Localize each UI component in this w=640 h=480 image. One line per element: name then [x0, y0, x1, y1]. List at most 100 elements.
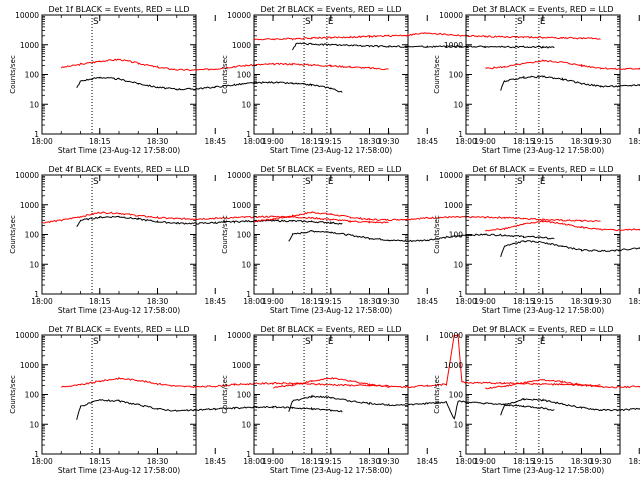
x-axis-label: Start Time (23-Aug-12 17:58:00): [270, 306, 392, 315]
y-tick-label: 1: [246, 130, 251, 139]
x-tick-label: 19:00: [474, 457, 496, 466]
axes-frame: [465, 334, 621, 455]
panel-title: Det 9f BLACK = Events, RED = LLD: [472, 325, 613, 334]
panel-title: Det 2f BLACK = Events, RED = LLD: [260, 5, 401, 14]
panel-det-1: Det 1f BLACK = Events, RED = LLD 1 10 100 10…: [9, 5, 400, 155]
marker-label: E: [540, 337, 546, 347]
y-tick-label: 100: [25, 71, 40, 80]
y-tick-label: 1000: [20, 201, 39, 210]
x-tick-label: 18:30: [571, 457, 593, 466]
x-axis-label: Start Time (23-Aug-12 17:58:00): [482, 146, 604, 155]
panel-det-9: Det 9f BLACK = Events, RED = LLD 1 10 100 10…: [433, 325, 640, 475]
y-tick-label: 1: [34, 450, 39, 459]
y-tick-label: 10: [453, 100, 463, 109]
x-tick-label: 19:30: [590, 137, 612, 146]
panel-det-6: Det 6f BLACK = Events, RED = LLD 1 10 100 10…: [433, 165, 640, 315]
x-axis-label: Start Time (23-Aug-12 17:58:00): [58, 146, 180, 155]
series-line-events: [292, 42, 555, 51]
y-tick-label: 1000: [444, 41, 463, 50]
y-tick-label: 1: [34, 130, 39, 139]
panel-title: Det 4f BLACK = Events, RED = LLD: [48, 165, 189, 174]
y-tick-label: 100: [449, 71, 464, 80]
x-tick-label: 19:30: [378, 457, 400, 466]
x-tick-label: 18:30: [359, 297, 381, 306]
x-tick-label: 18:00: [243, 297, 265, 306]
panel-title: Det 8f BLACK = Events, RED = LLD: [260, 325, 401, 334]
marker-label: S: [305, 177, 311, 187]
y-tick-label: 1000: [444, 201, 463, 210]
y-axis-label: Counts/sec: [433, 215, 441, 254]
x-tick-label: 18:30: [147, 457, 169, 466]
x-tick-label: 18:30: [359, 457, 381, 466]
series-line-lld: [61, 376, 389, 389]
marker-label: S: [93, 17, 99, 27]
series-line-events: [76, 398, 343, 420]
y-tick-label: 1: [458, 290, 463, 299]
y-tick-label: 1: [246, 450, 251, 459]
y-tick-label: 10: [29, 260, 39, 269]
y-tick-label: 10: [453, 260, 463, 269]
panel-det-4: Det 4f BLACK = Events, RED = LLD 1 10 100 10…: [9, 165, 400, 315]
series-line-lld: [253, 211, 601, 223]
x-tick-label: 18:15: [89, 457, 111, 466]
x-tick-label: 19:30: [378, 137, 400, 146]
y-tick-label: 1: [458, 450, 463, 459]
panel-title: Det 3f BLACK = Events, RED = LLD: [472, 5, 613, 14]
axes-frame: [41, 334, 197, 455]
y-tick-label: 10000: [227, 171, 251, 180]
axes-frame: [253, 174, 409, 295]
marker-label: E: [328, 17, 334, 27]
y-tick-label: 1000: [232, 201, 251, 210]
marker-label: E: [328, 337, 334, 347]
series-line-events: [76, 215, 343, 227]
marker-label: S: [517, 337, 523, 347]
y-tick-label: 10: [453, 420, 463, 429]
panel-title: Det 1f BLACK = Events, RED = LLD: [48, 5, 189, 14]
x-tick-label: 19:15: [320, 297, 342, 306]
y-tick-label: 1: [246, 290, 251, 299]
y-tick-label: 100: [237, 231, 252, 240]
x-tick-label: 18:45: [416, 297, 438, 306]
panel-det-2: Det 2f BLACK = Events, RED = LLD 1 10 100 10…: [221, 5, 612, 155]
series-line-lld: [484, 220, 640, 232]
y-tick-label: 100: [237, 71, 252, 80]
y-axis-label: Counts/sec: [9, 375, 17, 414]
y-tick-label: 100: [25, 231, 40, 240]
axes-frame: [465, 174, 621, 295]
y-tick-label: 1000: [444, 361, 463, 370]
y-tick-label: 10: [241, 420, 251, 429]
x-tick-label: 19:00: [262, 137, 284, 146]
panel-title: Det 6f BLACK = Events, RED = LLD: [472, 165, 613, 174]
y-tick-label: 10000: [15, 331, 39, 340]
panel-det-7: Det 7f BLACK = Events, RED = LLD 1 10 100 10…: [9, 325, 400, 475]
x-tick-label: 18:15: [513, 457, 535, 466]
x-tick-label: 18:30: [571, 297, 593, 306]
x-tick-label: 18:30: [359, 137, 381, 146]
axes-frame: [41, 174, 197, 295]
x-tick-label: 18:00: [455, 297, 477, 306]
y-tick-label: 100: [449, 231, 464, 240]
marker-label: S: [93, 177, 99, 187]
marker-label: S: [305, 337, 311, 347]
panel-det-3: Det 3f BLACK = Events, RED = LLD 1 10 100 10…: [433, 5, 640, 155]
y-tick-label: 1: [458, 130, 463, 139]
x-tick-label: 19:15: [532, 457, 554, 466]
x-axis-label: Start Time (23-Aug-12 17:58:00): [58, 306, 180, 315]
x-tick-label: 18:00: [243, 137, 265, 146]
series-line-events: [76, 76, 343, 93]
x-tick-label: 18:00: [455, 137, 477, 146]
y-tick-label: 10: [29, 100, 39, 109]
series-line-lld: [253, 32, 601, 41]
y-tick-label: 10: [29, 420, 39, 429]
y-axis-label: Counts/sec: [221, 55, 229, 94]
x-tick-label: 18:15: [89, 297, 111, 306]
x-tick-label: 18:45: [204, 457, 226, 466]
series-line-lld: [485, 379, 640, 390]
x-tick-label: 18:15: [301, 457, 323, 466]
y-tick-label: 10000: [227, 331, 251, 340]
y-axis-label: Counts/sec: [433, 375, 441, 414]
x-tick-label: 18:30: [147, 137, 169, 146]
x-axis-label: Start Time (23-Aug-12 17:58:00): [270, 146, 392, 155]
x-tick-label: 18:30: [147, 297, 169, 306]
